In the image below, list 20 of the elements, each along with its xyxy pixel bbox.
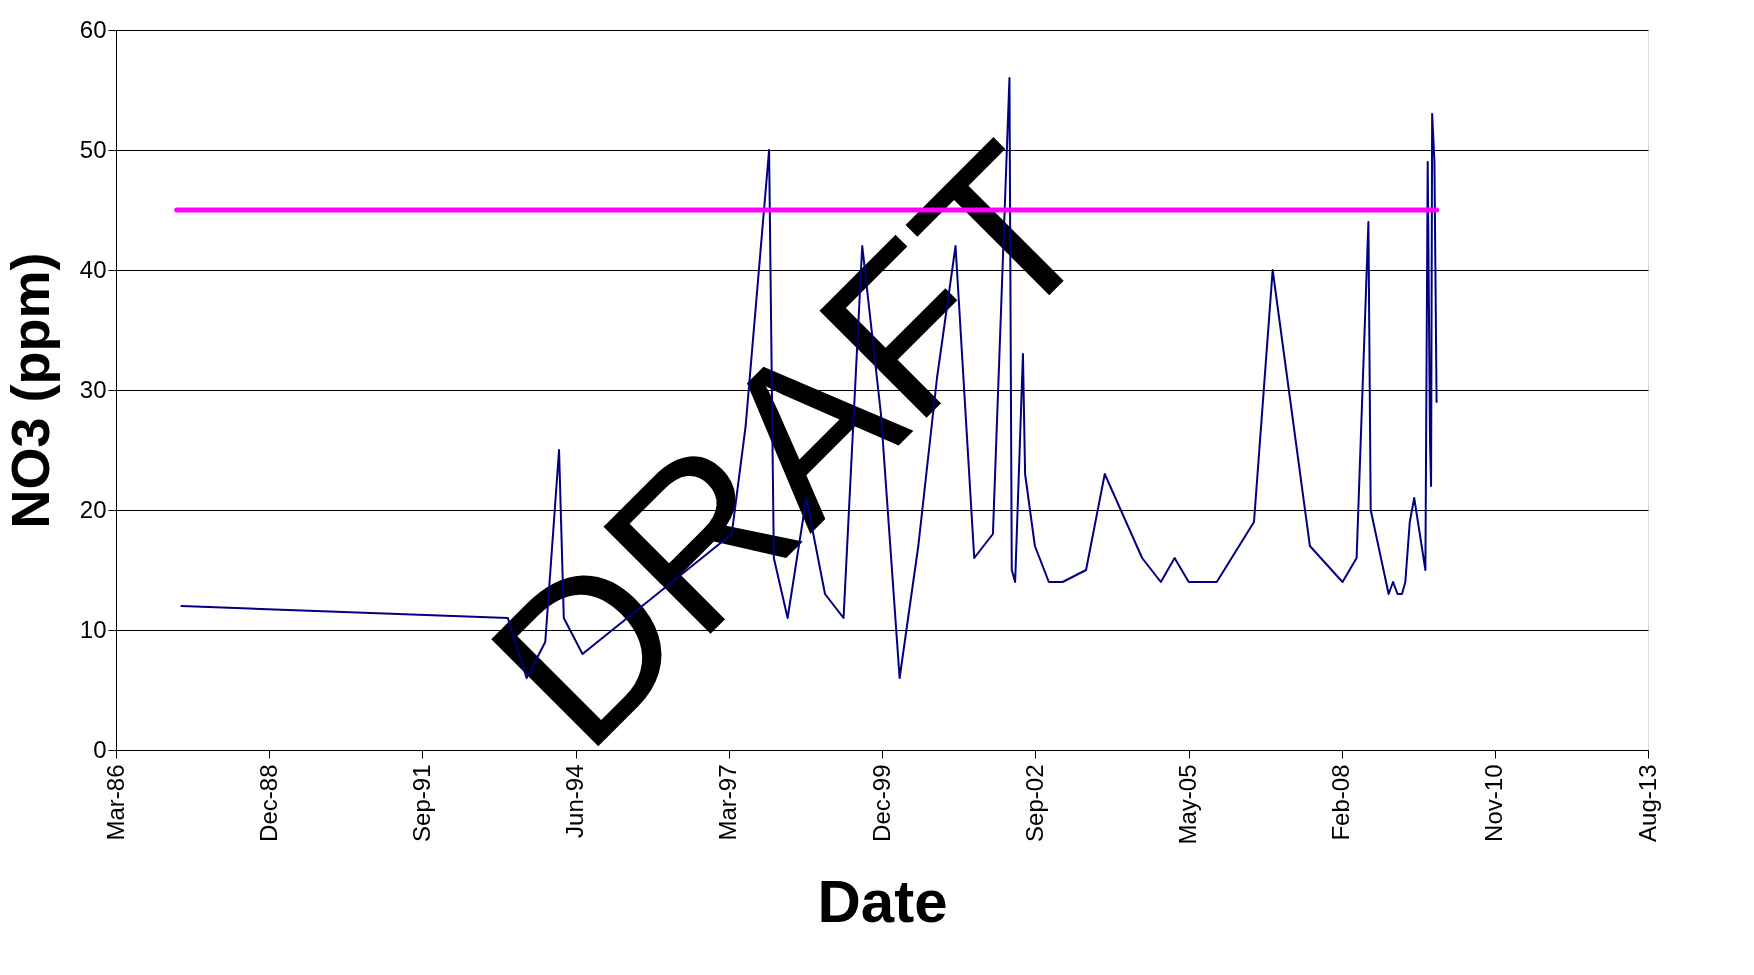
y-tick-label: 60 — [79, 15, 107, 43]
x-tick-label: Feb-08 — [1327, 764, 1355, 841]
x-tick-label: Mar-97 — [714, 764, 742, 841]
x-tick-label: Aug-13 — [1633, 764, 1661, 842]
x-tick-label: May-05 — [1174, 764, 1202, 845]
x-tick-label: Nov-10 — [1480, 764, 1508, 842]
y-tick-label: 40 — [79, 255, 107, 283]
x-tick-label: Dec-99 — [867, 764, 895, 842]
y-tick-label: 20 — [79, 495, 107, 523]
x-axis-title: Date — [817, 867, 948, 935]
y-tick-label: 0 — [93, 735, 107, 763]
y-tick-label: 50 — [79, 135, 107, 163]
x-tick-label: Dec-88 — [254, 764, 282, 842]
x-tick-label: Sep-91 — [407, 764, 435, 842]
y-tick-label: 10 — [79, 615, 107, 643]
x-tick-label: Jun-94 — [561, 764, 589, 838]
y-tick-label: 30 — [79, 375, 107, 403]
x-tick-label: Mar-86 — [101, 764, 129, 841]
y-axis-title: NO3 (ppm) — [0, 252, 60, 529]
x-tick-label: Sep-02 — [1020, 764, 1048, 842]
